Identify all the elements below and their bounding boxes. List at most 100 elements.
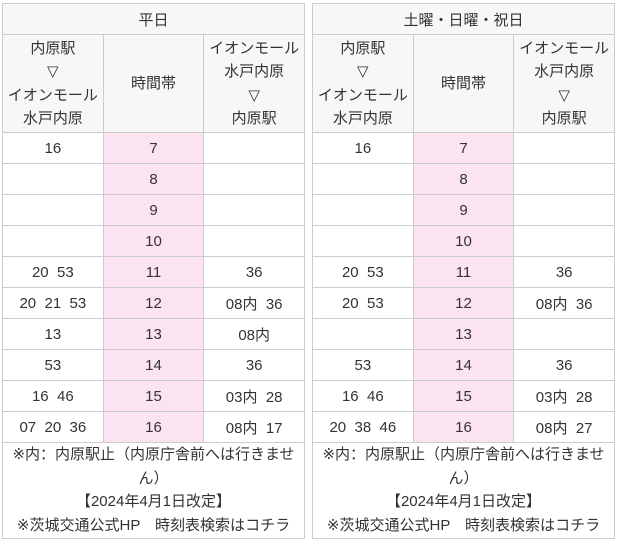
timetable-row: 16 7 [2,132,305,164]
note-revision-date: 【2024年4月1日改定】 [75,493,232,511]
notes-row: ※内：内原駅止（内原庁舎前へは行きません） 【2024年4月1日改定】 ※茨城交… [312,442,615,539]
hour-cell: 10 [102,225,205,257]
timetable-row: 16 46 15 03内 28 [312,380,615,412]
to-mall-minutes: 20 53 [312,287,414,319]
from-mall-minutes: 36 [513,256,615,288]
note-revision-date: 【2024年4月1日改定】 [385,493,542,511]
col-header-from-mall: イオンモール 水戸内原 ▽ 内原駅 [513,34,615,133]
from-mall-minutes: 08内 [203,318,305,350]
col-header-to-mall: 内原駅 ▽ イオンモール 水戸内原 [312,34,414,133]
hour-cell: 7 [412,132,515,164]
to-mall-minutes: 53 [2,349,104,381]
hour-cell: 8 [412,163,515,195]
to-mall-minutes [312,318,414,350]
from-mall-minutes: 03内 28 [203,380,305,412]
col-header-hour: 時間帯 [102,34,205,133]
column-header-row: 内原駅 ▽ イオンモール 水戸内原 時間帯 イオンモール 水戸内原 ▽ 内原駅 [2,34,305,133]
timetable-search-link[interactable]: コチラ [555,517,601,535]
to-mall-minutes: 16 46 [2,380,104,412]
note-official-hp: ※茨城交通公式HP 時刻表検索はコチラ [3,514,304,538]
to-mall-minutes: 20 53 [312,256,414,288]
hour-cell: 8 [102,163,205,195]
from-mall-minutes [203,132,305,164]
weekend-holiday-timetable: 土曜・日曜・祝日 内原駅 ▽ イオンモール 水戸内原 時間帯 イオンモール 水戸… [312,3,615,539]
hour-cell: 15 [412,380,515,412]
from-mall-minutes: 08内 36 [203,287,305,319]
from-mall-minutes [513,132,615,164]
col-header-to-mall: 内原駅 ▽ イオンモール 水戸内原 [2,34,104,133]
hour-cell: 12 [102,287,205,319]
note-official-hp: ※茨城交通公式HP 時刻表検索はコチラ [313,514,614,538]
to-mall-minutes: 16 [312,132,414,164]
to-mall-minutes [312,163,414,195]
timetable-row: 13 [312,318,615,350]
timetable-row: 20 38 46 16 08内 27 [312,411,615,443]
to-mall-minutes: 20 38 46 [312,411,414,443]
to-mall-minutes [2,225,104,257]
from-mall-minutes [203,225,305,257]
from-mall-minutes [203,194,305,226]
from-mall-minutes [513,225,615,257]
hour-cell: 16 [412,411,515,443]
to-mall-minutes: 16 46 [312,380,414,412]
hour-cell: 13 [412,318,515,350]
to-mall-minutes [2,194,104,226]
table-title-row: 平日 [2,3,305,35]
hour-cell: 14 [102,349,205,381]
timetable-row: 9 [312,194,615,226]
from-mall-minutes: 08内 27 [513,411,615,443]
timetable-row: 20 53 11 36 [2,256,305,288]
table-title-row: 土曜・日曜・祝日 [312,3,615,35]
hour-cell: 9 [412,194,515,226]
from-mall-minutes: 03内 28 [513,380,615,412]
from-mall-minutes: 36 [513,349,615,381]
col-header-hour: 時間帯 [412,34,515,133]
timetable-row: 20 53 11 36 [312,256,615,288]
from-mall-minutes: 08内 36 [513,287,615,319]
from-mall-minutes: 08内 17 [203,411,305,443]
timetable-row: 20 53 12 08内 36 [312,287,615,319]
hour-cell: 9 [102,194,205,226]
weekday-timetable: 平日 内原駅 ▽ イオンモール 水戸内原 時間帯 イオンモール 水戸内原 ▽ 内… [2,3,305,539]
hour-cell: 11 [412,256,515,288]
timetable-row: 07 20 36 16 08内 17 [2,411,305,443]
weekday-title: 平日 [2,3,305,35]
column-header-row: 内原駅 ▽ イオンモール 水戸内原 時間帯 イオンモール 水戸内原 ▽ 内原駅 [312,34,615,133]
to-mall-minutes: 20 21 53 [2,287,104,319]
timetable-row: 13 13 08内 [2,318,305,350]
from-mall-minutes [513,194,615,226]
from-mall-minutes [203,163,305,195]
timetable-row: 9 [2,194,305,226]
weekend-title: 土曜・日曜・祝日 [312,3,615,35]
notes-cell: ※内：内原駅止（内原庁舎前へは行きません） 【2024年4月1日改定】 ※茨城交… [312,442,615,539]
to-mall-minutes: 20 53 [2,256,104,288]
timetable-row: 10 [2,225,305,257]
from-mall-minutes: 36 [203,349,305,381]
note-uchihara-stop: ※内：内原駅止（内原庁舎前へは行きません） [322,446,605,487]
from-mall-minutes: 36 [203,256,305,288]
timetable-row: 10 [312,225,615,257]
to-mall-minutes: 13 [2,318,104,350]
hour-cell: 15 [102,380,205,412]
timetable-row: 8 [2,163,305,195]
timetable-row: 16 46 15 03内 28 [2,380,305,412]
to-mall-minutes: 53 [312,349,414,381]
to-mall-minutes: 16 [2,132,104,164]
to-mall-minutes [312,194,414,226]
hour-cell: 7 [102,132,205,164]
timetable-row: 53 14 36 [312,349,615,381]
hour-cell: 16 [102,411,205,443]
timetable-row: 8 [312,163,615,195]
to-mall-minutes: 07 20 36 [2,411,104,443]
timetable-row: 16 7 [312,132,615,164]
from-mall-minutes [513,318,615,350]
hour-cell: 12 [412,287,515,319]
hour-cell: 14 [412,349,515,381]
note-uchihara-stop: ※内：内原駅止（内原庁舎前へは行きません） [12,446,295,487]
note-hp-text: ※茨城交通公式HP 時刻表検索は [326,517,556,535]
notes-cell: ※内：内原駅止（内原庁舎前へは行きません） 【2024年4月1日改定】 ※茨城交… [2,442,305,539]
timetable-search-link[interactable]: コチラ [245,517,291,535]
to-mall-minutes [2,163,104,195]
col-header-from-mall: イオンモール 水戸内原 ▽ 内原駅 [203,34,305,133]
